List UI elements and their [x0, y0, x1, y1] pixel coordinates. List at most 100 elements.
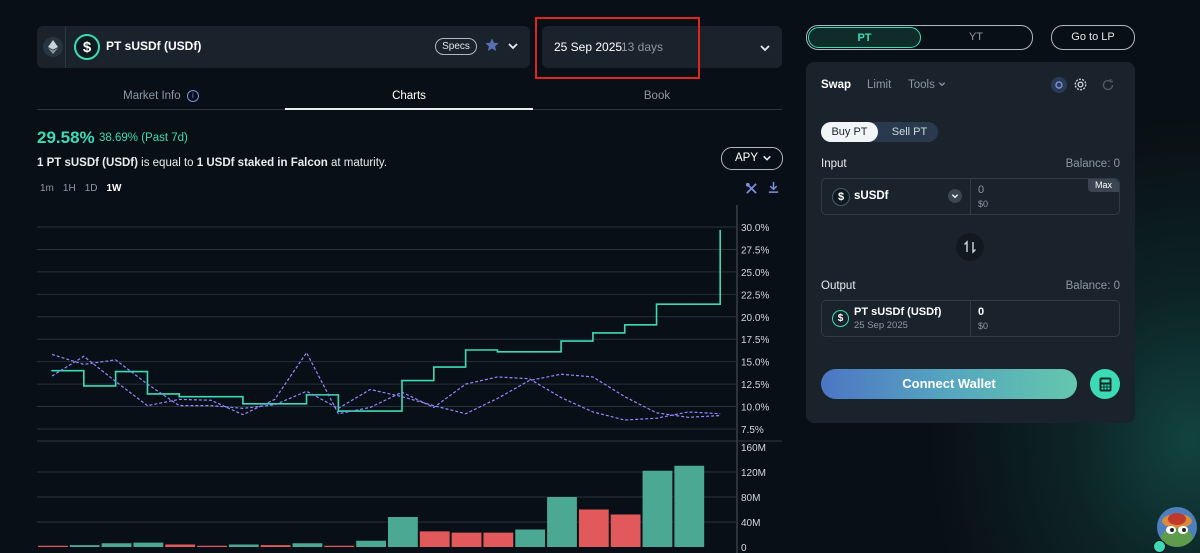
apy-point [528, 350, 531, 353]
tab-book[interactable]: Book [643, 90, 671, 102]
y-tick-label: 7.5% [741, 425, 764, 436]
apy-point [337, 410, 340, 412]
apy-point [210, 395, 212, 398]
volume-bar [451, 532, 482, 547]
apy-point [719, 229, 721, 232]
apy-point [369, 410, 371, 412]
swap-direction-button[interactable] [956, 233, 984, 261]
dashed-series-line [51, 351, 721, 421]
apy-selector-label: APY [735, 152, 759, 164]
market-name: PT sUSDf (USDf) [106, 39, 202, 53]
pt-token-icon: $ [832, 310, 849, 327]
input-balance: Balance: 0 [1065, 158, 1120, 170]
tab-swap[interactable]: Swap [821, 79, 852, 91]
input-token-selector[interactable]: $ sUSDf [822, 179, 971, 214]
y-tick-label: 30.0% [741, 223, 769, 234]
sell-pt-button[interactable]: Sell PT [891, 126, 928, 138]
apy-point [592, 332, 594, 334]
highlight-box [535, 17, 700, 79]
apy-point [178, 395, 181, 398]
maturity-selector[interactable]: 25 Sep 2025 13 days [542, 26, 782, 68]
timeframe-1H[interactable]: 1H [62, 183, 76, 194]
tab-limit[interactable]: Limit [867, 79, 892, 91]
chevron-down-icon [948, 189, 962, 203]
input-amount-field[interactable]: 0 [978, 184, 985, 196]
volume-bar [165, 544, 196, 547]
calculator-button[interactable] [1090, 369, 1120, 399]
apy-point [687, 303, 690, 306]
volume-bar [197, 545, 227, 547]
tab-market-info[interactable]: Market Info i [37, 90, 285, 102]
routing-icon[interactable] [1051, 77, 1067, 93]
apy-point [83, 385, 85, 387]
output-token-name: PT sUSDf (USDf) [854, 306, 942, 318]
refresh-icon[interactable] [1101, 78, 1115, 97]
apy-point [496, 350, 499, 353]
apy-point [655, 303, 658, 306]
download-icon[interactable] [767, 181, 780, 199]
buy-pt-button[interactable]: Buy PT [821, 122, 878, 142]
dashed-series-line [51, 353, 721, 418]
market-selector[interactable]: $ PT sUSDf (USDf) Specs [37, 26, 530, 68]
y-tick-label: 80M [741, 493, 760, 504]
settings-gear-icon[interactable] [1073, 77, 1088, 97]
tab-charts[interactable]: Charts [392, 90, 426, 102]
tools-menu[interactable]: Tools [908, 79, 946, 91]
apy-point [305, 394, 308, 396]
maturity-description: 1 PT sUSDf (USDf) is equal to 1 USDf sta… [37, 157, 388, 169]
volume-bar [38, 545, 68, 547]
ethereum-icon [43, 37, 63, 57]
output-label: Output [821, 280, 856, 292]
apy-point [560, 340, 562, 342]
input-box: $ sUSDf 0 $0 Max [821, 178, 1120, 215]
timeframe-1m[interactable]: 1m [40, 183, 54, 194]
specs-badge[interactable]: Specs [435, 38, 477, 55]
y-tick-label: 17.5% [741, 335, 769, 346]
volume-bar [547, 497, 577, 547]
max-button[interactable]: Max [1088, 179, 1119, 192]
volume-bar [101, 543, 132, 547]
y-tick-label: 25.0% [741, 268, 769, 279]
chevron-down-icon [763, 155, 771, 161]
chevron-down-icon[interactable] [759, 41, 771, 59]
timeframe-1D[interactable]: 1D [84, 183, 98, 194]
y-tick-label: 160M [741, 443, 766, 454]
apy-point [114, 370, 117, 373]
susdf-token-icon: $ [74, 34, 100, 60]
volume-bar [642, 470, 673, 547]
apy-point [242, 403, 244, 405]
chevron-down-icon[interactable] [507, 39, 519, 57]
pt-yt-toggle: PT YT [806, 25, 1033, 50]
y-tick-label: 10.0% [741, 403, 769, 414]
apy-point [464, 349, 467, 351]
star-icon[interactable] [484, 37, 500, 58]
y-tick-label: 12.5% [741, 380, 769, 391]
calculator-icon [1099, 377, 1111, 391]
volume-bar [292, 543, 323, 547]
maturity-date: 25 Sep 2025 [554, 40, 623, 54]
apy-point [146, 393, 149, 395]
y-tick-label: 20.0% [741, 313, 769, 324]
yt-toggle-button[interactable]: YT [968, 31, 984, 43]
volume-bar [515, 529, 546, 547]
volume-bar [388, 517, 418, 547]
output-balance: Balance: 0 [1065, 280, 1120, 292]
implied-apy-line [52, 230, 721, 412]
status-badge-icon [1153, 540, 1166, 553]
apy-point [623, 324, 626, 326]
susdf-token-icon: $ [832, 188, 850, 206]
input-usd-value: $0 [978, 199, 989, 209]
connect-wallet-button[interactable]: Connect Wallet [821, 369, 1077, 399]
trade-panel: Swap Limit Tools Buy PT Sell PT Input Ba… [806, 62, 1135, 423]
go-to-lp-button[interactable]: Go to LP [1051, 25, 1135, 50]
drawing-tools-icon[interactable] [745, 182, 758, 200]
volume-bar [324, 545, 355, 547]
timeframe-1W[interactable]: 1W [106, 183, 122, 194]
mascot-avatar[interactable] [1157, 507, 1197, 547]
pt-toggle-button[interactable]: PT [808, 27, 921, 48]
apy-selector[interactable]: APY [721, 147, 783, 170]
apy-volume-chart: 30.0% 27.5% 25.0% 22.5% 20.0% 17.5% 15.0% 12.5%… [37, 205, 782, 553]
volume-bar [133, 542, 164, 547]
input-label: Input [821, 158, 847, 170]
y-tick-label: 120M [741, 468, 766, 479]
